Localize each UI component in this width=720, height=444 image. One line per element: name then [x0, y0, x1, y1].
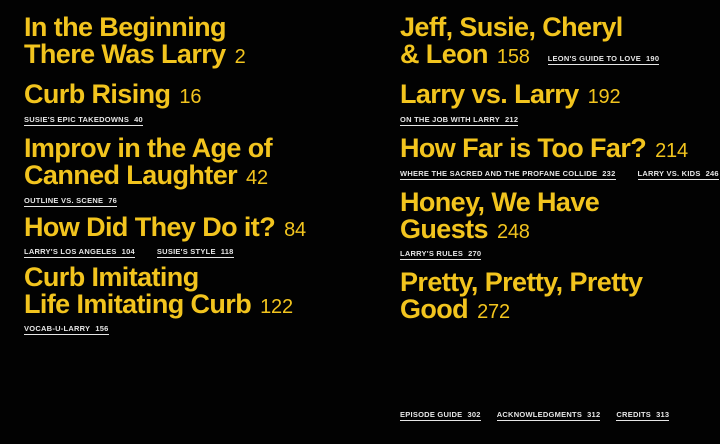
chapter-page-number: 192 — [587, 86, 621, 108]
toc-entry-improv-canned-laughter: Improv in the Age of Canned Laughter 42 O… — [24, 135, 354, 207]
chapter-page-number: 84 — [284, 219, 306, 241]
chapter-page-number: 2 — [234, 46, 246, 68]
sub-entry-label: WHERE THE SACRED AND THE PROFANE COLLIDE — [400, 169, 598, 178]
chapter-title: Honey, We Have Guests — [400, 187, 600, 244]
sub-entry-page-number: 104 — [121, 247, 135, 256]
sub-entry-row: OUTLINE VS. SCENE 76 — [24, 196, 354, 207]
footer-entry-label: EPISODE GUIDE — [400, 410, 463, 419]
chapter-title: In the Beginning There Was Larry — [24, 12, 226, 69]
sub-entry-label: LARRY VS. KIDS — [637, 169, 701, 178]
sub-entry-row: LARRY'S RULES 270 — [400, 249, 720, 260]
sub-entry-label: LARRY'S LOS ANGELES — [24, 247, 117, 256]
sub-entry-page-number: 40 — [134, 115, 143, 124]
chapter-page-number: 272 — [477, 301, 510, 323]
chapter-title: Pretty, Pretty, Pretty Good — [400, 267, 643, 324]
sub-entry-page-number: 156 — [95, 324, 109, 333]
chapter-title: How Far is Too Far? — [400, 133, 647, 163]
toc-entry-honey-we-have-guests: Honey, We Have Guests 248 LARRY'S RULES 27… — [400, 189, 720, 260]
chapter-title: Curb Rising — [24, 79, 171, 109]
sub-entry-label: SUSIE'S EPIC TAKEDOWNS — [24, 115, 130, 124]
sub-entry-label: OUTLINE VS. SCENE — [24, 196, 104, 205]
chapter-page-number: 214 — [655, 140, 688, 162]
sub-entry-label: ON THE JOB WITH LARRY — [400, 115, 500, 124]
sub-entry-label: LEON'S GUIDE TO LOVE — [547, 54, 642, 63]
footer-entry-acknowledgments: ACKNOWLEDGMENTS 312 — [496, 410, 601, 421]
sub-entry: LARRY VS. KIDS 246 — [637, 169, 719, 180]
sub-entry-row: WHERE THE SACRED AND THE PROFANE COLLIDE… — [400, 169, 720, 180]
sub-entry-label: LARRY'S RULES — [400, 249, 464, 258]
sub-entry: VOCAB-U-LARRY 156 — [24, 324, 109, 335]
sub-entry-page-number: 270 — [468, 249, 482, 258]
sub-entry-label: VOCAB-U-LARRY — [24, 324, 91, 333]
footer-entry-page-number: 302 — [467, 410, 481, 419]
toc-entry-larry-vs-larry: Larry vs. Larry 192 ON THE JOB WITH LARRY… — [400, 81, 720, 126]
footer-entry-episode-guide: EPISODE GUIDE 302 — [400, 410, 481, 421]
sub-entry: LEON'S GUIDE TO LOVE 190 — [547, 54, 660, 65]
sub-entry-page-number: 190 — [646, 54, 660, 63]
sub-entry-page-number: 76 — [108, 196, 118, 205]
toc-entry-in-the-beginning: In the Beginning There Was Larry 2 — [24, 14, 354, 69]
chapter-title: Improv in the Age of Canned Laughter — [24, 133, 273, 190]
chapter-title: Jeff, Susie, Cheryl & Leon — [400, 12, 623, 69]
toc-entry-curb-imitating-life: Curb Imitating Life Imitating Curb 122 VO… — [24, 264, 354, 335]
sub-entry-row: VOCAB-U-LARRY 156 — [24, 324, 354, 335]
chapter-page-number: 158 — [496, 46, 530, 68]
chapter-page-number: 122 — [260, 296, 293, 318]
toc-footer: EPISODE GUIDE 302 ACKNOWLEDGMENTS 312 CRED… — [400, 410, 670, 421]
sub-entry: WHERE THE SACRED AND THE PROFANE COLLIDE… — [400, 169, 616, 180]
toc-entry-how-far-is-too-far: How Far is Too Far? 214 WHERE THE SACRED … — [400, 135, 720, 180]
sub-entry: SUSIE'S EPIC TAKEDOWNS 40 — [24, 115, 143, 126]
sub-entry-page-number: 246 — [705, 169, 719, 178]
footer-entry-page-number: 313 — [656, 410, 670, 419]
sub-entry-label: SUSIE'S STYLE — [156, 247, 216, 256]
sub-entry-page-number: 232 — [602, 169, 616, 178]
sub-entry-row: ON THE JOB WITH LARRY 212 — [400, 115, 720, 126]
footer-entry-page-number: 312 — [587, 410, 601, 419]
chapter-title: Curb Imitating Life Imitating Curb — [24, 262, 252, 319]
chapter-title: Larry vs. Larry — [400, 79, 579, 109]
chapter-page-number: 16 — [179, 86, 202, 108]
footer-entry-label: ACKNOWLEDGMENTS — [496, 410, 583, 419]
sub-entry-page-number: 118 — [220, 247, 234, 256]
sub-entry: LARRY'S LOS ANGELES 104 — [24, 247, 135, 258]
sub-entry: SUSIE'S STYLE 118 — [156, 247, 234, 258]
footer-entry-label: CREDITS — [616, 410, 652, 419]
toc-entry-curb-rising: Curb Rising 16 SUSIE'S EPIC TAKEDOWNS 40 — [24, 81, 354, 126]
sub-entry: ON THE JOB WITH LARRY 212 — [400, 115, 519, 126]
sub-entry-row: SUSIE'S EPIC TAKEDOWNS 40 — [24, 115, 354, 126]
footer-entry-credits: CREDITS 313 — [616, 410, 670, 421]
toc-entry-jeff-susie-cheryl-leon: Jeff, Susie, Cheryl & Leon 158 LEON'S GUID… — [400, 14, 720, 69]
sub-entry: OUTLINE VS. SCENE 76 — [24, 196, 118, 207]
sub-entry-page-number: 212 — [504, 115, 519, 124]
toc-entry-how-did-they-do-it: How Did They Do it? 84 LARRY'S LOS ANGELE… — [24, 214, 354, 258]
chapter-page-number: 248 — [496, 221, 530, 243]
sub-entry-row: LARRY'S LOS ANGELES 104 SUSIE'S STYLE 118 — [24, 247, 354, 258]
chapter-title: How Did They Do it? — [24, 212, 276, 242]
sub-entry: LARRY'S RULES 270 — [400, 249, 482, 260]
chapter-page-number: 42 — [246, 167, 268, 189]
toc-entry-pretty-pretty-pretty-good: Pretty, Pretty, Pretty Good 272 — [400, 269, 720, 324]
